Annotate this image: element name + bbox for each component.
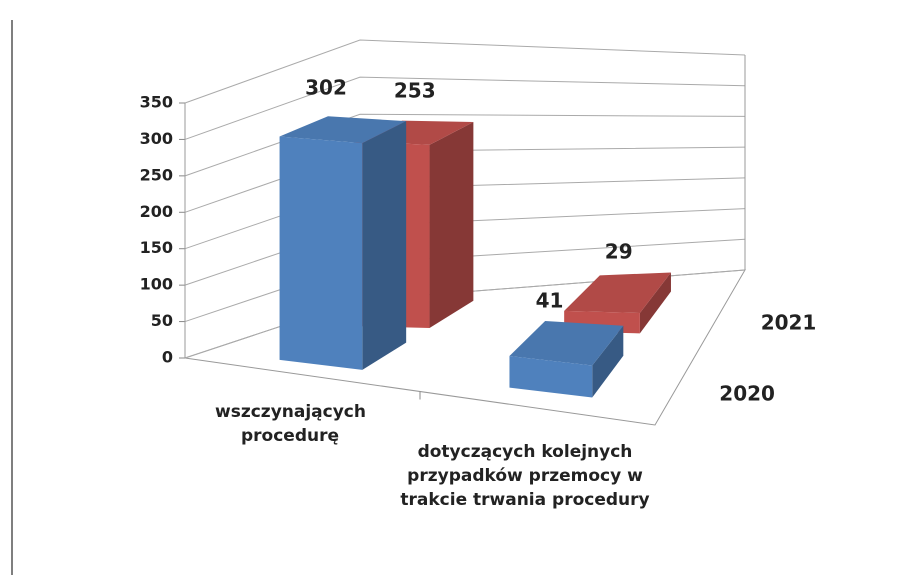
y-tick-label: 350 (140, 93, 173, 112)
value-label: 29 (605, 239, 633, 263)
bar-top (509, 320, 624, 366)
bar-side (592, 325, 624, 398)
value-label: 41 (536, 289, 564, 313)
value-label: 253 (394, 79, 436, 103)
category-label: wszczynających procedurę (215, 402, 366, 446)
bar-side (429, 122, 474, 329)
y-tick-label: 150 (140, 238, 173, 257)
grid-line (184, 113, 746, 177)
bar-side (639, 272, 671, 334)
bar-side (362, 121, 407, 370)
bar-front (279, 136, 363, 370)
series-label: 2020 (719, 382, 775, 406)
category-label: dotyczących kolejnych przypadków przemoc… (400, 442, 650, 510)
series-label: 2021 (761, 310, 817, 334)
value-label: 302 (305, 76, 347, 100)
bar-front (509, 356, 593, 398)
y-tick-label: 200 (140, 202, 173, 221)
y-tick-label: 50 (151, 311, 173, 330)
y-tick-label: 250 (140, 165, 173, 184)
grid-line (184, 76, 746, 140)
y-tick-label: 100 (140, 275, 173, 294)
bar-top (564, 272, 671, 313)
y-tick-label: 0 (162, 348, 173, 367)
bar-top (279, 116, 407, 144)
y-tick-label: 300 (140, 129, 173, 148)
grid-line (184, 39, 746, 104)
